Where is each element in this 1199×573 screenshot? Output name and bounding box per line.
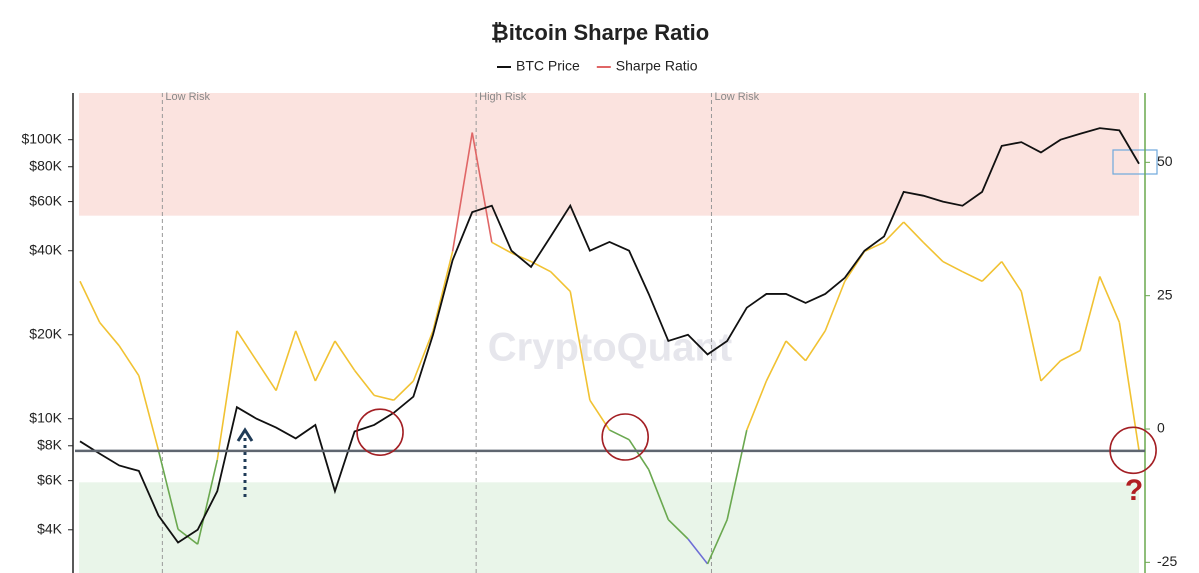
- question-mark: ?: [1125, 474, 1143, 507]
- sharpe-segment: [1001, 261, 1023, 292]
- y2-tick-label: -25: [1157, 553, 1177, 569]
- sharpe-segment: [687, 538, 709, 565]
- sharpe-segment: [393, 380, 414, 401]
- legend-label: BTC Price: [516, 58, 580, 74]
- y-tick-label: $6K: [37, 471, 63, 487]
- sharpe-segment: [118, 345, 140, 377]
- sharpe-segment: [922, 241, 944, 263]
- sharpe-segment: [1060, 349, 1081, 362]
- sharpe-segment: [491, 241, 512, 254]
- arrow-head: [236, 427, 254, 442]
- sharpe-segment: [589, 399, 611, 431]
- sharpe-segment: [216, 330, 238, 461]
- zone-label: Low Risk: [165, 91, 210, 103]
- sharpe-segment: [667, 519, 689, 540]
- zones: [79, 93, 1139, 573]
- sharpe-segment: [1118, 322, 1140, 451]
- sharpe-segment: [883, 221, 905, 243]
- annotation-circle: [601, 413, 649, 461]
- y-tick-label: $8K: [37, 436, 63, 452]
- sharpe-segment: [451, 132, 474, 252]
- sharpe-segment: [236, 330, 258, 362]
- sharpe-segment: [1020, 291, 1042, 382]
- sharpe-segment: [294, 330, 317, 382]
- sharpe-segment: [157, 450, 179, 530]
- sharpe-segment: [98, 321, 120, 347]
- y-tick-label: $40K: [29, 241, 62, 257]
- y-tick-label: $10K: [29, 409, 62, 425]
- sharpe-segment: [1040, 360, 1062, 382]
- y-tick-label: $60K: [29, 192, 62, 208]
- sharpe-segment: [726, 429, 748, 520]
- y-tick-label: $4K: [37, 520, 63, 536]
- sharpe-segment: [255, 360, 277, 392]
- chart-title: ₿itcoin Sharpe Ratio: [491, 20, 709, 45]
- sharpe-segment: [1099, 276, 1121, 323]
- y-tick-label: $20K: [29, 325, 62, 341]
- sharpe-segment: [138, 375, 160, 451]
- sharpe-segment: [785, 340, 807, 362]
- zone-label: High Risk: [479, 91, 527, 103]
- sharpe-segment: [804, 330, 826, 362]
- sharpe-segment: [353, 369, 375, 396]
- sharpe-segment: [824, 280, 846, 332]
- sharpe-segment: [550, 271, 571, 292]
- zone-label: Low Risk: [714, 91, 759, 103]
- y-tick-label: $80K: [29, 157, 62, 173]
- sharpe-segment: [1079, 276, 1101, 351]
- annotation-circle: [1109, 426, 1157, 475]
- sharpe-segment: [432, 251, 454, 332]
- risk-zone: [79, 93, 1139, 216]
- sharpe-segment: [569, 291, 591, 401]
- sharpe-segment: [981, 260, 1003, 282]
- y2-tick-label: 25: [1157, 286, 1173, 302]
- y2-tick-label: 50: [1157, 153, 1173, 169]
- sharpe-segment: [647, 469, 670, 520]
- sharpe-segment: [706, 519, 728, 565]
- sharpe-segment: [314, 340, 336, 382]
- sharpe-segment: [79, 280, 101, 323]
- sharpe-segment: [962, 270, 983, 282]
- risk-zone: [79, 482, 1139, 573]
- sharpe-segment: [864, 241, 885, 253]
- highlight-box: [1112, 149, 1158, 175]
- y2-tick-label: 0: [1157, 420, 1165, 436]
- annotation-circle: [356, 408, 404, 457]
- y-tick-label: $100K: [22, 130, 63, 146]
- watermark: CryptoQuant: [488, 326, 732, 370]
- sharpe-segment: [412, 330, 434, 382]
- sharpe-segment: [196, 459, 219, 545]
- sharpe-segment: [765, 340, 787, 382]
- sharpe-segment: [334, 340, 356, 371]
- sharpe-segment: [903, 221, 924, 243]
- sharpe-segment: [275, 330, 297, 391]
- price-line: [79, 127, 1140, 544]
- legend-label: Sharpe Ratio: [616, 58, 698, 74]
- sharpe-segment: [609, 429, 630, 441]
- sharpe-segment: [471, 132, 493, 243]
- sharpe-segment: [942, 260, 963, 273]
- sharpe-segment: [373, 394, 394, 401]
- sharpe-segment: [746, 380, 768, 431]
